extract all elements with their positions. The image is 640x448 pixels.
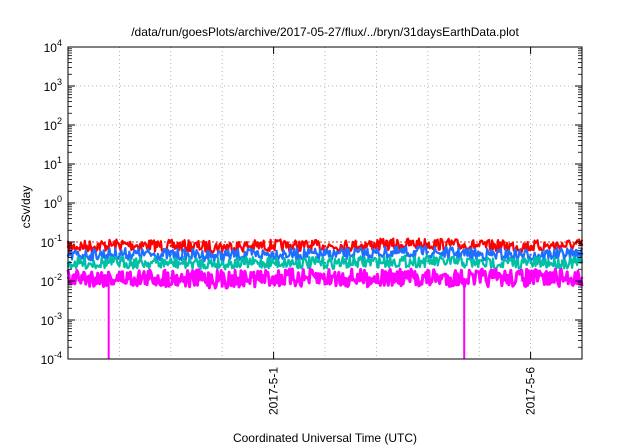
series-point: [478, 253, 481, 256]
series-point: [529, 253, 532, 256]
series-trace: [66, 245, 584, 263]
series-point: [323, 276, 327, 280]
grid: [68, 47, 582, 359]
y-tick-label: 100: [44, 194, 62, 211]
series-point: [272, 276, 275, 280]
series-point: [375, 276, 378, 280]
series-point: [323, 261, 327, 265]
series-point: [478, 261, 481, 265]
ticks: [68, 46, 582, 360]
chart-title: /data/run/goesPlots/archive/2017-05-27/f…: [131, 25, 519, 39]
series-point: [529, 245, 532, 248]
y-tick-label: 10-2: [41, 272, 62, 289]
series-point: [375, 251, 378, 255]
series-point: [221, 262, 224, 265]
series-point: [272, 244, 275, 247]
y-tick-label: 103: [44, 77, 62, 94]
series-point: [118, 261, 121, 264]
y-tick-label: 10-3: [41, 311, 62, 328]
y-tick-label: 10-1: [41, 233, 62, 250]
series-point: [169, 244, 172, 247]
series-layer: [66, 237, 584, 359]
x-tick-labels: 2017-5-1 2017-5-6: [267, 367, 538, 415]
series-point: [272, 261, 275, 264]
x-tick-label: 2017-5-1: [267, 367, 281, 415]
series-point: [478, 244, 481, 247]
series-point: [426, 260, 429, 263]
series-point: [221, 278, 224, 281]
series-point: [221, 245, 224, 249]
series-point: [169, 253, 172, 256]
x-axis-title: Coordinated Universal Time (UTC): [233, 431, 417, 445]
y-tick-label: 102: [44, 116, 62, 133]
series-point: [221, 254, 224, 257]
series-point: [375, 260, 378, 264]
series-point: [426, 276, 429, 280]
series-point: [323, 245, 327, 248]
series-point: [426, 250, 429, 254]
y-tick-label: 10-4: [41, 350, 62, 367]
series-point: [478, 276, 481, 280]
y-tick-labels: 10-4 10-3 10-2 10-1 100 101 102 103 104: [41, 38, 62, 367]
x-tick-label: 2017-5-6: [524, 367, 538, 415]
series-point: [323, 253, 327, 256]
series-point: [118, 276, 121, 280]
series-point: [272, 252, 275, 255]
y-axis-title: cSv/day: [19, 186, 33, 229]
series-trace: [66, 267, 584, 290]
series-point: [118, 252, 121, 255]
series-point: [169, 276, 172, 280]
series-point: [529, 261, 532, 265]
series-point: [426, 242, 429, 245]
series-point: [529, 276, 532, 280]
series-point: [375, 243, 378, 246]
series-point: [118, 243, 121, 246]
y-tick-label: 104: [44, 38, 62, 55]
y-tick-label: 101: [44, 155, 62, 172]
series-point: [169, 261, 172, 265]
